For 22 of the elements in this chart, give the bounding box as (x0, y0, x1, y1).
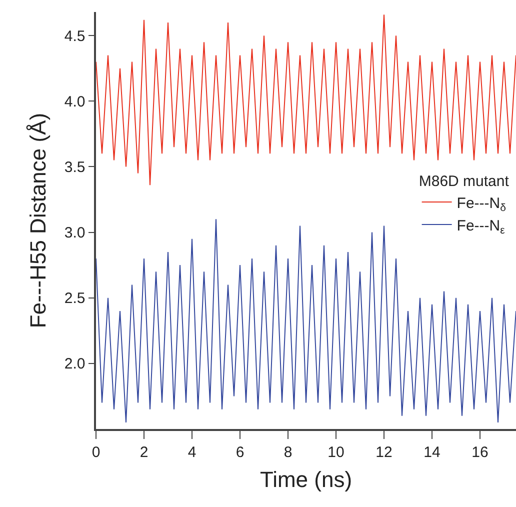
y-tick-label: 3.0 (64, 224, 86, 242)
x-tick-label: 14 (424, 444, 440, 461)
x-tick-label: 12 (376, 444, 392, 461)
x-tick-label: 8 (284, 444, 292, 461)
x-tick-label: 4 (188, 444, 196, 461)
line-series (96, 14, 516, 186)
x-tick-label: 2 (140, 444, 148, 461)
y-tick-label: 4.5 (64, 28, 86, 45)
legend-label: Fe---N$_{ε}$ (456, 217, 506, 237)
legend-title: M86D mutant (418, 172, 510, 190)
y-tick-label: 2.0 (64, 356, 86, 373)
line-series (96, 218, 516, 423)
x-tick-label: 0 (92, 444, 100, 461)
y-tick-label: 3.5 (64, 158, 86, 176)
x-tick-label: 16 (472, 444, 488, 461)
y-tick-label: 2.5 (64, 290, 86, 308)
x-tick-label: 10 (328, 444, 344, 461)
y-tick-label: 4.0 (64, 93, 86, 110)
x-tick-label: 6 (236, 444, 244, 461)
legend-label: Fe---N$_{δ}$ (456, 194, 506, 214)
x-axis-title: Time (ns) (260, 467, 352, 492)
y-axis-title: Fe---H55 Distance (Å) (26, 112, 51, 328)
